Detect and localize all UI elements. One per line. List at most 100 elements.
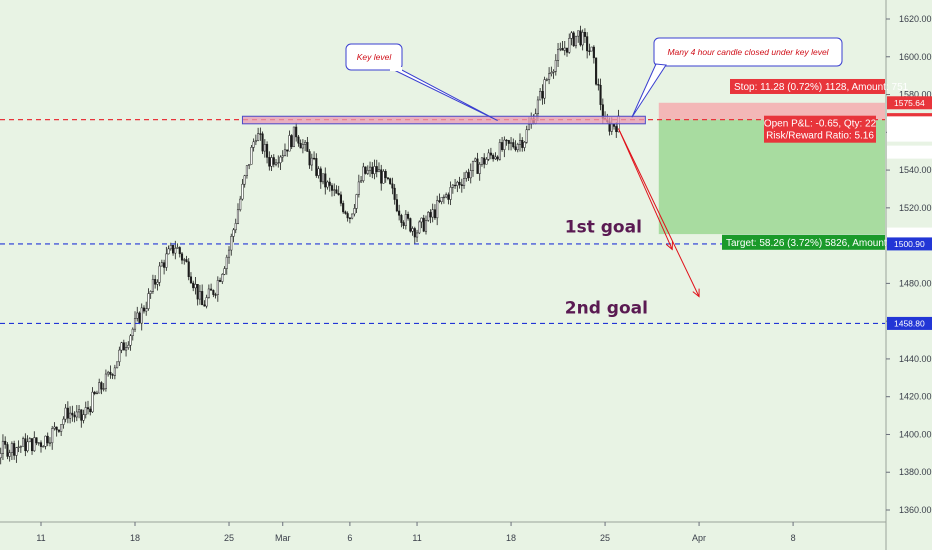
- candle-body: [536, 99, 539, 115]
- candle-body: [136, 312, 139, 319]
- candle-body: [478, 164, 481, 174]
- candle-note-pointer: [631, 63, 667, 118]
- candle-body: [239, 198, 242, 211]
- candle-body: [281, 155, 284, 158]
- candle-body: [413, 228, 416, 238]
- candle-body: [409, 218, 412, 232]
- candle-body: [451, 184, 454, 188]
- candle-body: [407, 213, 410, 219]
- candle-body: [324, 173, 327, 188]
- candle-body: [552, 71, 555, 73]
- candle-body: [6, 444, 9, 457]
- candle-body: [109, 371, 112, 375]
- candle-body: [19, 446, 22, 448]
- candle-body: [525, 129, 528, 143]
- y-tick-label: 1380.00: [899, 467, 932, 477]
- candle-body: [140, 307, 143, 324]
- candle-body: [351, 213, 354, 219]
- arrow-to-2nd-goal: [618, 128, 700, 297]
- candle-body: [241, 183, 244, 200]
- candle-body: [111, 374, 114, 376]
- candle-body: [78, 409, 81, 413]
- candle-body: [13, 443, 16, 456]
- candle-body: [364, 166, 367, 174]
- x-tick-label: 18: [130, 533, 140, 543]
- candle-body: [342, 203, 345, 213]
- candle-body: [503, 139, 506, 150]
- x-tick-label: Mar: [275, 533, 291, 543]
- candle-body: [518, 140, 522, 145]
- candle-body: [125, 347, 128, 351]
- candle-body: [57, 429, 60, 432]
- candle-body: [263, 144, 266, 152]
- candle-body: [185, 259, 188, 263]
- candle-body: [333, 189, 336, 191]
- candle-body: [98, 382, 101, 394]
- candle-body: [545, 79, 548, 81]
- candle-body: [480, 157, 484, 165]
- candle-body: [512, 142, 515, 148]
- candle-body: [565, 47, 569, 53]
- candle-body: [167, 248, 170, 255]
- candle-body: [176, 247, 179, 249]
- candle-body: [514, 146, 517, 151]
- candle-body: [28, 438, 31, 443]
- candle-body: [158, 265, 161, 283]
- candle-body: [64, 407, 67, 420]
- candle-body: [46, 435, 49, 444]
- candle-body: [583, 32, 586, 37]
- candle-body: [277, 162, 280, 164]
- candle-body: [223, 268, 226, 275]
- candle-body: [225, 256, 228, 269]
- candle-body: [84, 407, 87, 415]
- x-tick-label: 25: [224, 533, 234, 543]
- candle-body: [37, 442, 40, 444]
- candle-body: [339, 194, 342, 204]
- target-label-bg: [722, 234, 885, 250]
- candle-body: [471, 160, 475, 171]
- price-tag: 1500.90: [894, 239, 925, 249]
- y-tick-label: 1600.00: [899, 52, 932, 62]
- candle-body: [178, 247, 181, 255]
- candle-body: [82, 414, 85, 421]
- candle-body: [295, 126, 298, 138]
- candle-body: [254, 140, 257, 143]
- candle-body: [429, 212, 432, 218]
- candle-body: [156, 281, 159, 285]
- candle-body: [55, 426, 58, 431]
- candle-body: [51, 428, 54, 444]
- x-tick-label: 11: [36, 533, 45, 543]
- candle-body: [138, 312, 141, 324]
- candle-body: [198, 291, 201, 300]
- candle-body: [75, 411, 78, 418]
- candle-body: [194, 284, 197, 289]
- candle-body: [42, 446, 45, 448]
- candle-body: [268, 157, 271, 167]
- candle-body: [398, 210, 401, 216]
- candle-body: [33, 437, 36, 452]
- candle-body: [527, 123, 531, 130]
- candle-body: [539, 90, 542, 101]
- candle-body: [274, 162, 278, 165]
- candle-body: [400, 215, 403, 223]
- stop-label: Stop: 11.28 (0.72%) 1128, Amount: 751: [734, 82, 909, 93]
- candle-body: [216, 280, 219, 295]
- candle-body: [147, 293, 150, 309]
- candle-body: [521, 140, 524, 148]
- key-level-callout: [345, 43, 403, 71]
- candle-body: [95, 392, 99, 395]
- candle-body: [373, 166, 376, 175]
- candle-body: [445, 194, 448, 198]
- candle-body: [10, 443, 13, 453]
- candle-body: [180, 253, 184, 261]
- candle-body: [227, 249, 231, 258]
- candle-body: [207, 288, 210, 298]
- candle-body: [579, 30, 582, 46]
- candle-body: [436, 200, 439, 219]
- candle-body: [214, 294, 217, 296]
- candle-body: [366, 170, 369, 174]
- candle-body: [380, 169, 383, 184]
- candle-body: [48, 442, 52, 444]
- candle-body: [107, 371, 110, 375]
